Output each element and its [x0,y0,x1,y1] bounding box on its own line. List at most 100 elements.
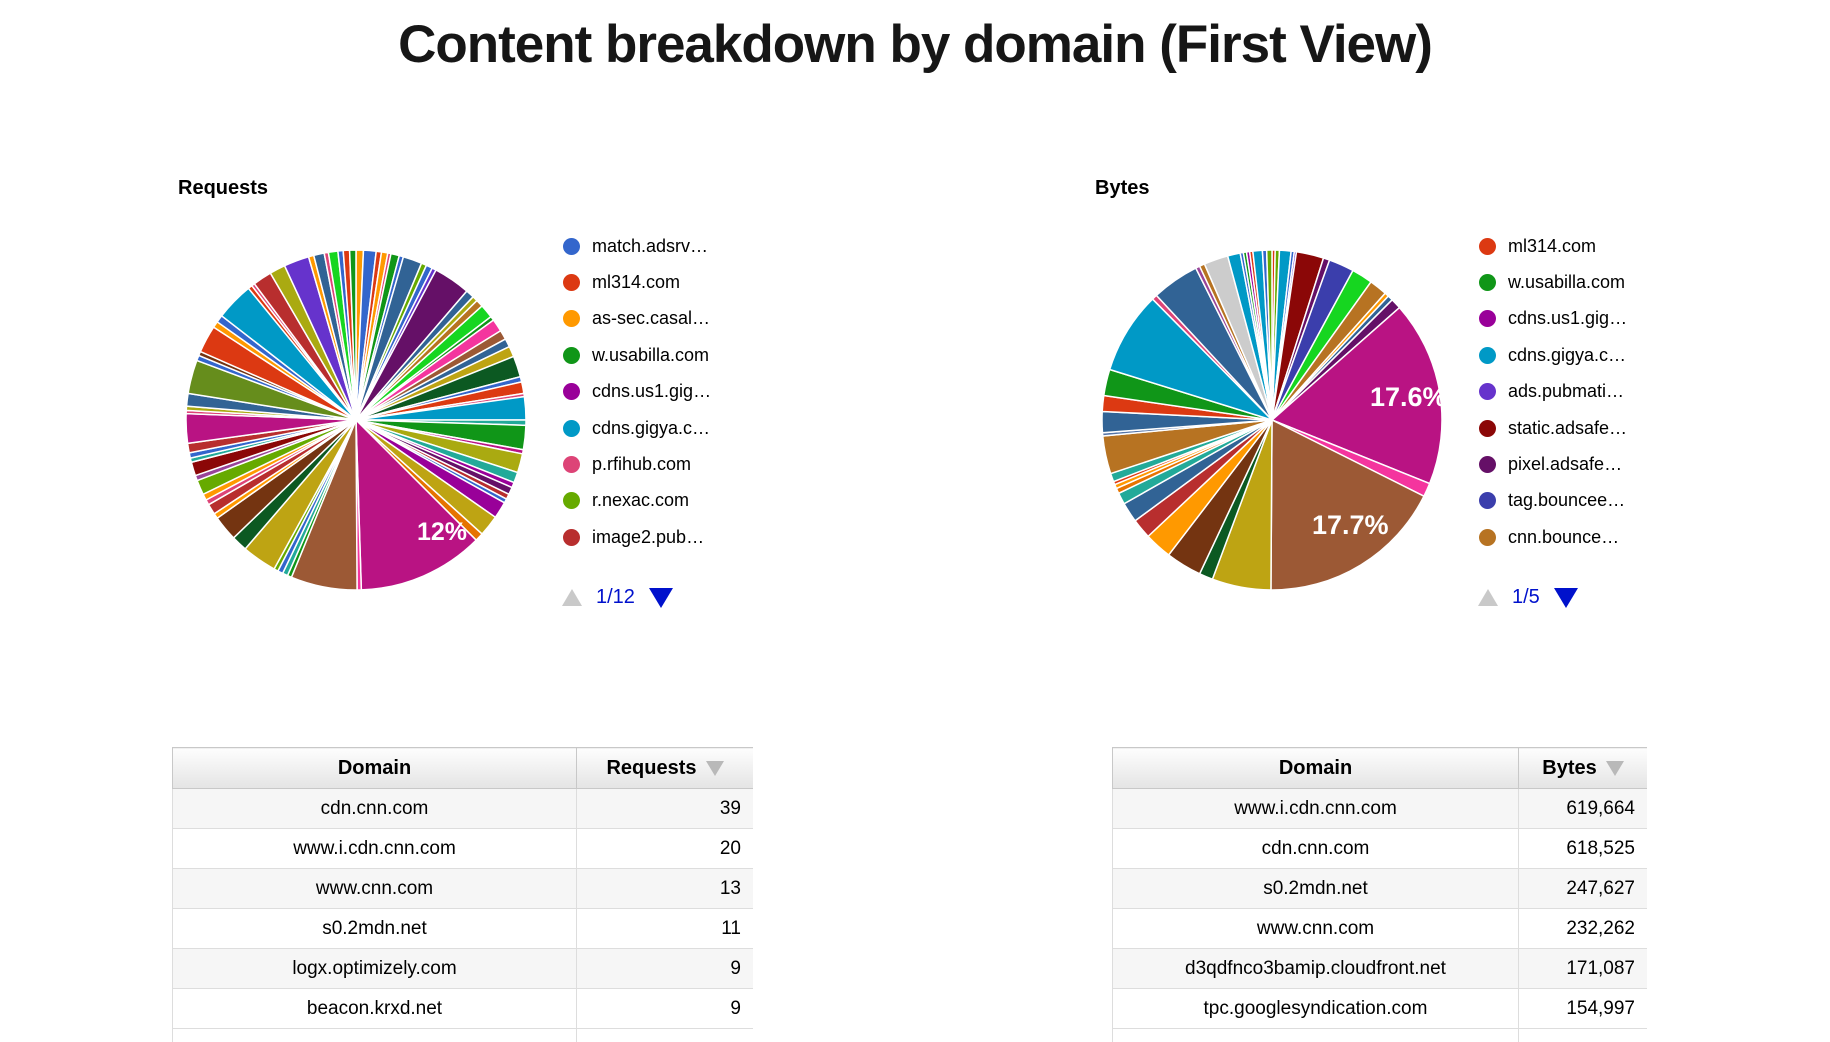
legend-color-dot [563,310,580,328]
legend-label: match.adsrv… [592,235,709,256]
legend-color-dot [563,492,580,510]
table-row: beacon.krxd.net 9 [172,988,753,1029]
legend-color-dot [563,528,580,546]
pie-slice[interactable] [1265,249,1273,421]
requests-cell: 39 [576,788,753,829]
domain-cell: www.i.cdn.cnn.com [172,828,577,869]
legend-label: static.adsafe… [1508,417,1628,438]
legend-item: cdns.gigya.c… [563,410,711,446]
table-row: www.i.cdn.cnn.com 20 [172,828,753,869]
legend-label: ads.pubmati… [1508,381,1625,402]
domain-cell: www.cnn.com [1112,908,1519,949]
domain-cell: tpc.googlesyndication.com [1112,988,1519,1029]
pie-slice[interactable] [355,418,478,591]
legend-color-dot [563,419,580,437]
legend-color-dot [1479,274,1496,292]
header-label: Requests [606,756,697,779]
requests-cell: 20 [576,828,753,869]
legend-color-dot [563,274,580,292]
bytes-cell: 171,087 [1518,948,1647,989]
pager-up-icon[interactable] [1478,589,1498,606]
legend-item: pixel.adsafe… [1479,446,1627,482]
bytes-cell: 247,627 [1518,868,1647,909]
legend-color-dot [1479,528,1496,546]
legend-item: cnn.bounce… [1479,519,1627,555]
pager-page-label: 1/12 [596,586,635,608]
legend-label: tag.bouncee… [1508,490,1626,511]
requests-cell: 9 [576,948,753,989]
legend-label: r.nexac.com [592,490,690,511]
domain-cell: logx.optimizely.com [172,948,577,989]
legend-item: static.adsafe… [1479,410,1627,446]
requests-chart-title: Requests [178,177,269,199]
legend-item: image2.pub… [563,519,711,555]
bytes-pie-chart[interactable]: 17.6% 17.7% [1100,248,1444,592]
domain-cell: s0.2mdn.net [172,908,577,949]
table-row: www.cnn.com 13 [172,868,753,909]
legend-item: as-sec.casal… [563,301,711,337]
requests-table-header-domain[interactable]: Domain [172,747,577,789]
header-label: Bytes [1542,756,1597,779]
legend-item: cdns.gigya.c… [1479,337,1627,373]
legend-label: w.usabilla.com [1508,272,1626,293]
pie-slice-percent-label: 12% [417,518,467,546]
table-row: cdn.cnn.com 618,525 [1112,828,1647,869]
bytes-cell: 619,664 [1518,788,1647,829]
page-title: Content breakdown by domain (First View) [398,15,1433,74]
pager-down-icon[interactable] [648,587,673,608]
bytes-legend: ml314.com w.usabilla.com cdns.us1.gig… c… [1479,228,1627,556]
legend-color-dot [563,383,580,401]
table-row: www.cnn.com 232,262 [1112,908,1647,949]
legend-item: tag.bouncee… [1479,483,1627,519]
legend-item: p.rfihub.com [563,446,711,482]
header-label: Domain [337,756,412,779]
bytes-chart-title: Bytes [1095,177,1150,199]
requests-cell: 9 [576,988,753,1029]
requests-cell: 11 [576,908,753,949]
legend-item: ml314.com [563,264,711,300]
legend-label: ml314.com [1508,235,1597,256]
pie-slice[interactable] [1270,306,1443,485]
legend-label: pixel.adsafe… [1508,454,1623,475]
requests-pie-chart[interactable]: 12% [184,248,528,592]
pie-slice-percent-label: 17.7% [1312,510,1389,540]
bytes-table-header-bytes[interactable]: Bytes [1518,747,1647,789]
legend-color-dot [1479,492,1496,510]
domain-cell: cdn.cnn.com [1112,828,1519,869]
legend-item: w.usabilla.com [563,337,711,373]
pager-down-icon[interactable] [1553,587,1578,608]
table-row: s0.2mdn.net 11 [172,908,753,949]
domain-cell: cdn.cnn.com [172,788,577,829]
legend-item: cdns.us1.gig… [1479,301,1627,337]
domain-cell: beacon.krxd.net [172,988,577,1029]
sort-desc-icon [1605,760,1624,776]
legend-label: cdns.gigya.c… [1508,344,1627,365]
legend-item: ads.pubmati… [1479,374,1627,410]
domain-cell: www.i.cdn.cnn.com [1112,788,1519,829]
legend-color-dot [563,346,580,364]
legend-item: cdns.us1.gig… [563,374,711,410]
requests-table: Domain Requests cdn.cnn.com 39 www.i.cdn… [172,747,753,1042]
legend-item: ml314.com [1479,228,1627,264]
pie-slice[interactable] [1270,418,1425,591]
legend-label: cnn.bounce… [1508,526,1620,547]
pie-slice[interactable] [348,249,357,421]
pie-slice-percent-label: 17.6% [1370,382,1444,412]
table-row: cdn.cnn.com 39 [172,788,753,829]
requests-table-header-requests[interactable]: Requests [576,747,753,789]
legend-item: r.nexac.com [563,483,711,519]
legend-item: w.usabilla.com [1479,264,1627,300]
bytes-legend-pager: 1/5 [1478,586,1578,609]
table-row: d3qdfnco3bamip.cloudfront.net 171,087 [1112,948,1647,989]
table-row: tpc.googlesyndication.com 154,997 [1112,988,1647,1029]
clipped-row [1112,1028,1647,1042]
legend-color-dot [1479,383,1496,401]
pager-page-label: 1/5 [1512,586,1540,608]
pager-up-icon[interactable] [562,589,582,606]
bytes-cell: 154,997 [1518,988,1647,1029]
legend-label: cdns.us1.gig… [1508,308,1628,329]
legend-label: p.rfihub.com [592,454,692,475]
header-label: Domain [1278,756,1353,779]
domain-cell: www.cnn.com [172,868,577,909]
bytes-table-header-domain[interactable]: Domain [1112,747,1519,789]
